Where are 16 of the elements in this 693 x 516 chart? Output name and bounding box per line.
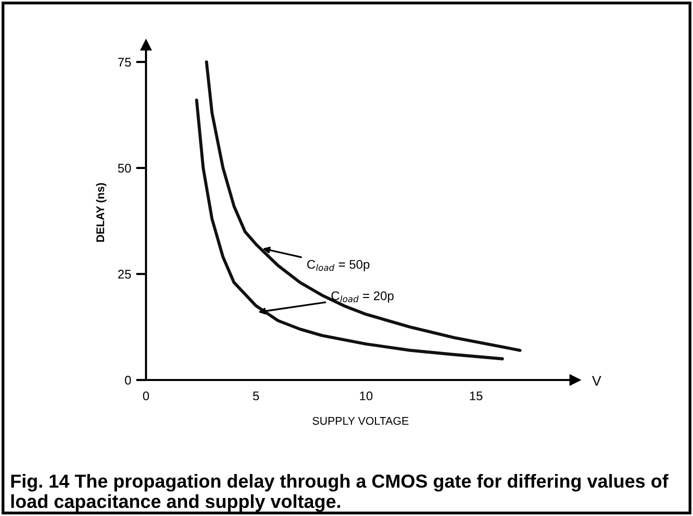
x-tick-label: 0	[143, 391, 149, 400]
y-tick-label: 0	[124, 376, 131, 385]
caption: Fig. 14 The propagation delay through a CMOS gate for differing values of load capacitance and supply voltage.	[11, 474, 668, 512]
annotation: C$_{load}$ = 20p	[331, 291, 394, 303]
line-series	[195, 98, 504, 360]
line-series	[204, 60, 522, 352]
text: V	[592, 376, 602, 386]
y-tick-label: 75	[118, 58, 131, 67]
x-tick-label: 10	[360, 391, 372, 400]
annotation: C$_{load}$ = 50p	[307, 260, 370, 272]
x-axis-title: SUPPLY VOLTAGE	[312, 416, 408, 425]
x-tick-label: 15	[470, 392, 482, 400]
y-axis-title: DELAY (ns)	[96, 183, 106, 242]
x-tick-label: 5	[253, 392, 259, 400]
y-tick-label: 50	[118, 164, 131, 173]
y-tick-label: 25	[118, 270, 131, 279]
